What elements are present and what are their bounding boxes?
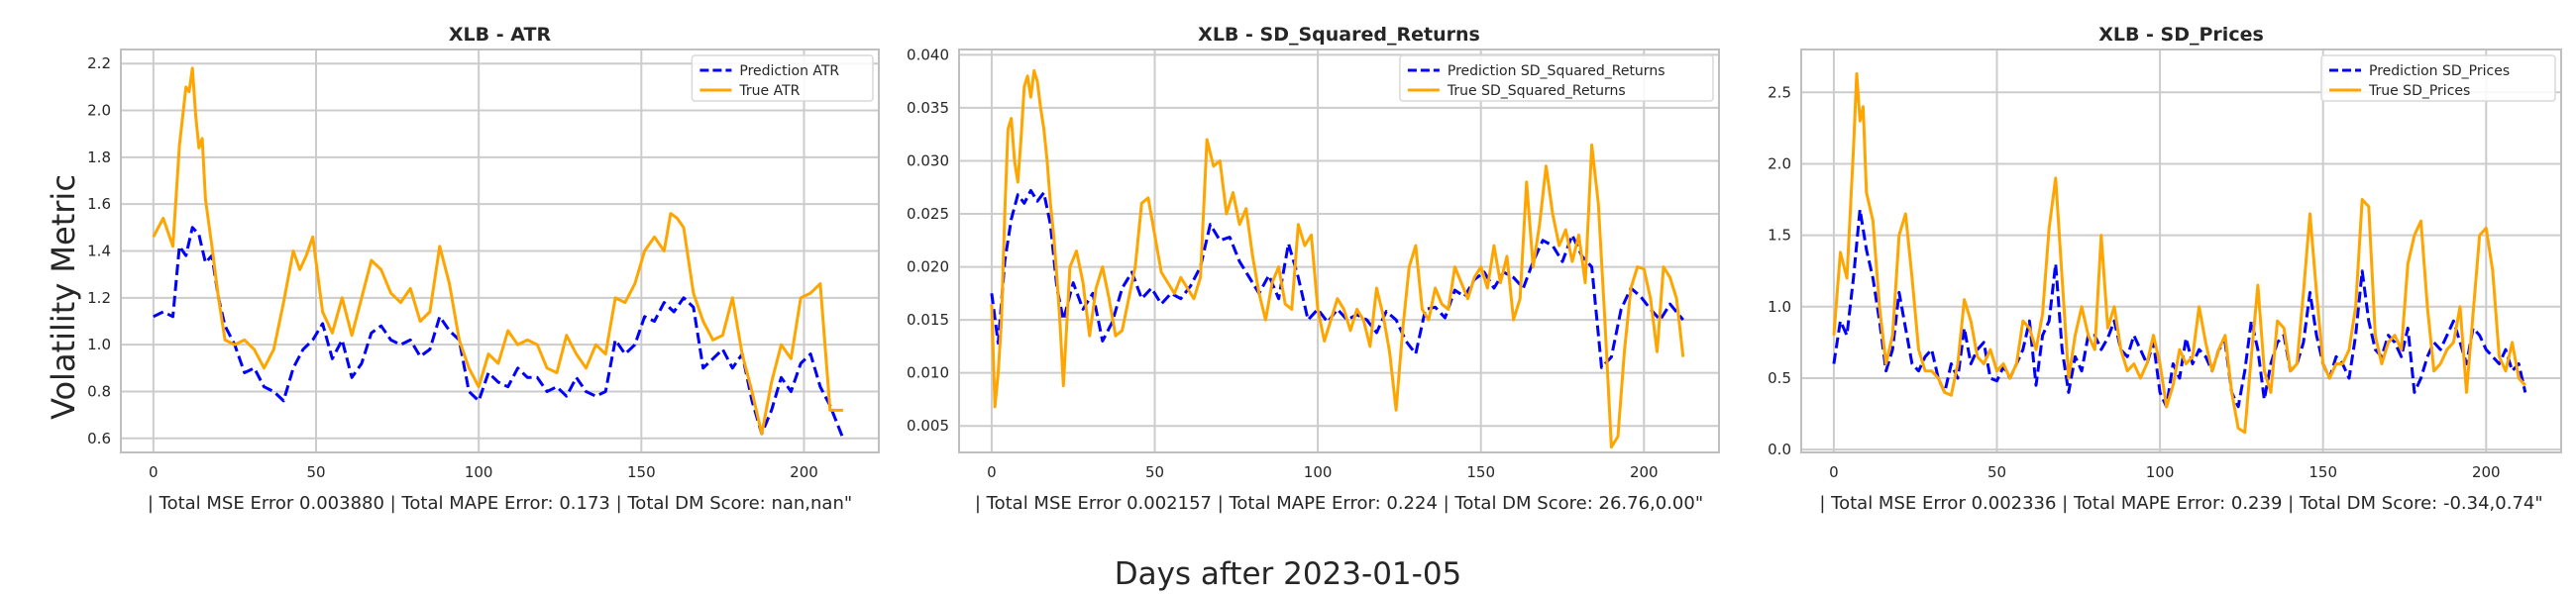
legend: Prediction ATR True ATR <box>691 54 874 102</box>
y-tick-label: 0.005 <box>907 417 949 435</box>
y-tick-label: 2.5 <box>1768 83 1791 101</box>
y-tick-label: 1.6 <box>87 195 111 213</box>
y-tick-label: 0.035 <box>907 99 949 117</box>
legend-label-true: True SD_Prices <box>2368 83 2470 99</box>
legend: Prediction SD_Squared_Returns True SD_Squ… <box>1399 54 1714 102</box>
x-tick-label: 150 <box>627 463 656 481</box>
x-tick-label: 50 <box>1145 463 1164 481</box>
figure-ylabel: Volatility Metric <box>45 174 82 420</box>
y-tick-label: 2.0 <box>87 102 111 120</box>
true-line <box>152 66 843 436</box>
legend-label-prediction: Prediction ATR <box>739 63 839 79</box>
chart-title: XLB - SD_Prices <box>2098 24 2264 46</box>
y-tick-label: 1.8 <box>87 148 111 166</box>
chart-title: XLB - ATR <box>449 24 552 46</box>
x-tick-label: 100 <box>2146 463 2175 481</box>
x-tick-label: 0 <box>987 463 997 481</box>
y-tick-label: 1.4 <box>87 243 111 260</box>
x-tick-label: 50 <box>306 463 325 481</box>
legend-box <box>1399 54 1714 102</box>
x-tick-label: 200 <box>1630 463 1659 481</box>
x-tick-label: 100 <box>1304 463 1333 481</box>
y-tick-label: 0.040 <box>907 46 949 63</box>
x-tick-label: 200 <box>2472 463 2501 481</box>
legend-label-true: True SD_Squared_Returns <box>1447 83 1626 99</box>
prediction-line <box>990 188 1684 369</box>
legend: Prediction SD_Prices True SD_Prices <box>2320 54 2556 102</box>
chart-caption: | Total MSE Error 0.002157 | Total MAPE … <box>975 493 1703 514</box>
y-tick-label: 0.010 <box>907 364 949 382</box>
y-tick-label: 0.6 <box>87 430 111 447</box>
chart-caption: | Total MSE Error 0.003880 | Total MAPE … <box>148 493 852 514</box>
x-tick-label: 200 <box>790 463 818 481</box>
x-tick-label: 150 <box>2308 463 2337 481</box>
chart-title: XLB - SD_Squared_Returns <box>1198 24 1480 46</box>
panel-sd-prices: 0 50 100 150 200 0.0 0.5 1.0 1.5 2.0 2.5 XLB - SD_P… <box>1768 24 2562 514</box>
prediction-line <box>153 226 845 440</box>
x-tick-label: 0 <box>1829 463 1839 481</box>
y-tick-label: 0.5 <box>1768 369 1791 387</box>
y-tick-label: 0.030 <box>907 151 949 169</box>
true-line <box>990 68 1685 449</box>
y-tick-label: 1.0 <box>87 336 111 353</box>
legend-label-prediction: Prediction SD_Prices <box>2369 63 2510 79</box>
y-tick-label: 0.025 <box>907 205 949 223</box>
y-tick-label: 2.2 <box>87 54 111 72</box>
panel-atr: 0 50 100 150 200 0.6 0.8 1.0 1.2 1.4 1.6 1.8 2.0 2.2 X… <box>87 24 880 514</box>
y-tick-label: 0.8 <box>87 382 111 400</box>
y-tick-label: 1.5 <box>1768 227 1791 245</box>
prediction-line <box>1832 208 2527 409</box>
plot-frame <box>120 49 880 453</box>
y-tick-label: 0.0 <box>1768 441 1791 458</box>
y-tick-label: 0.015 <box>907 311 949 329</box>
y-tick-label: 0.020 <box>907 258 949 276</box>
panel-sd-squared-returns: 0 50 100 150 200 0.005 0.010 0.015 0.020 0.025 0.0… <box>907 24 1720 514</box>
legend-label-true: True ATR <box>738 83 800 99</box>
y-tick-label: 2.0 <box>1768 154 1791 172</box>
true-line <box>1832 72 2526 435</box>
y-tick-label: 1.0 <box>1768 298 1791 316</box>
legend-label-prediction: Prediction SD_Squared_Returns <box>1448 63 1665 79</box>
x-tick-label: 50 <box>1987 463 2006 481</box>
legend-box <box>2320 54 2556 102</box>
x-tick-label: 150 <box>1466 463 1495 481</box>
plot-frame <box>958 49 1720 453</box>
y-tick-label: 1.2 <box>87 289 111 307</box>
plot-frame <box>1800 49 2562 453</box>
chart-caption: | Total MSE Error 0.002336 | Total MAPE … <box>1819 493 2542 514</box>
x-tick-label: 0 <box>149 463 159 481</box>
legend-box <box>691 54 874 102</box>
x-tick-label: 100 <box>465 463 493 481</box>
figure-xlabel: Days after 2023-01-05 <box>1115 556 1462 592</box>
